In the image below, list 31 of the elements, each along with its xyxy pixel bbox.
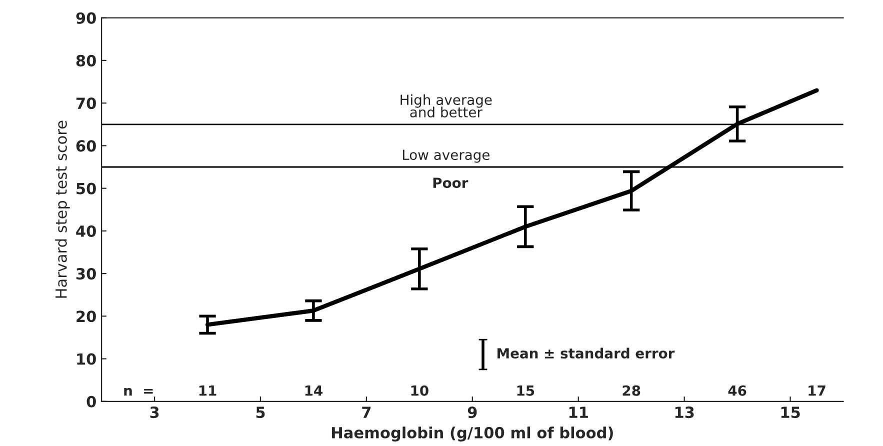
- annotation: 10: [411, 385, 428, 396]
- ref-line-label: High average and better: [400, 94, 492, 118]
- y-tick-label: 30: [76, 268, 96, 280]
- x-tick-label: 7: [362, 406, 371, 418]
- y-tick-label: 70: [76, 98, 96, 110]
- x-tick-label: 3: [150, 406, 159, 418]
- y-tick-label: 20: [76, 310, 96, 322]
- annotation: 14: [305, 386, 322, 396]
- y-tick-label: 10: [77, 353, 96, 365]
- y-tick-label: 60: [76, 140, 96, 152]
- annotation: 11: [199, 386, 216, 396]
- annotation: 46: [728, 385, 746, 396]
- y-tick-label: 0: [86, 396, 96, 408]
- annotation: Poor: [433, 178, 468, 188]
- y-tick-label: 50: [76, 182, 96, 194]
- x-tick-label: 11: [569, 406, 588, 418]
- annotation: 28: [622, 385, 640, 396]
- ref-line-label: Low average: [402, 150, 490, 163]
- x-tick-label: 5: [256, 406, 265, 418]
- x-tick-label: 13: [675, 406, 694, 418]
- annotation: n =: [124, 388, 153, 396]
- x-tick-label: 9: [468, 406, 477, 418]
- annotation: Mean ± standard error: [498, 348, 675, 359]
- annotation: 15: [517, 386, 534, 396]
- y-axis-title: Harvard step test score: [55, 120, 70, 298]
- y-tick-label: 90: [76, 12, 96, 24]
- x-tick-label: 15: [781, 406, 800, 418]
- y-tick-label: 40: [76, 225, 96, 237]
- annotation: 17: [808, 386, 826, 396]
- y-tick-label: 80: [76, 54, 96, 66]
- x-axis-title: Haemoglobin (g/100 ml of blood): [332, 426, 613, 442]
